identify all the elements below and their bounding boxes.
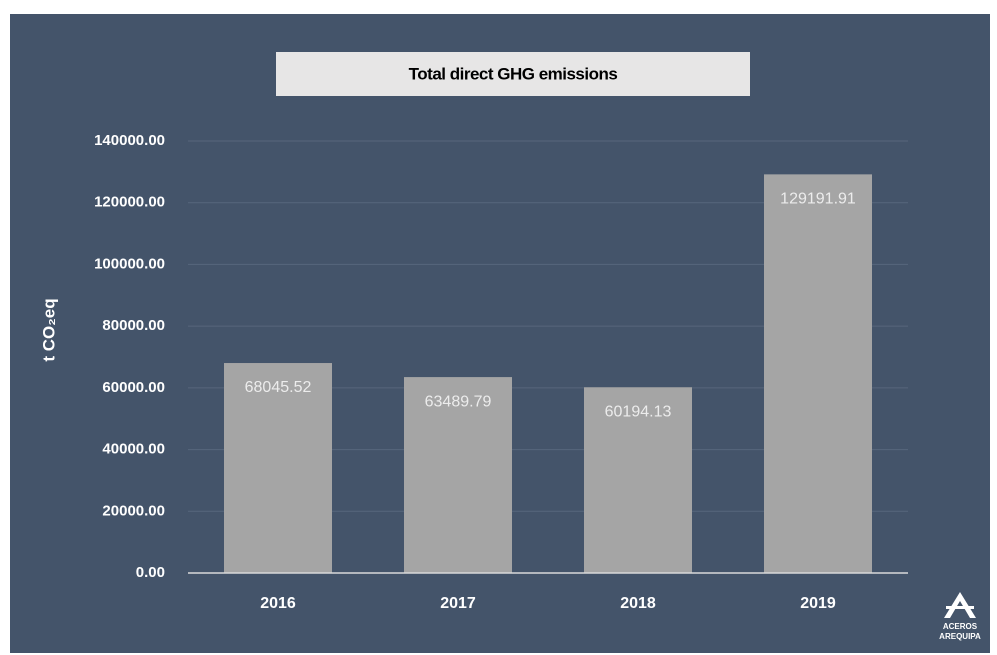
logo: ACEROS AREQUIPA (939, 592, 981, 641)
y-tick-label: 140000.00 (94, 132, 165, 149)
logo-text: ACEROS (943, 622, 978, 631)
logo-icon-bar (946, 606, 974, 609)
data-label: 68045.52 (245, 379, 312, 396)
x-tick-label: 2017 (440, 595, 476, 612)
y-axis-label: t CO₂eq (39, 298, 58, 361)
logo-icon (944, 592, 976, 618)
y-tick-label: 120000.00 (94, 194, 165, 211)
data-label: 129191.91 (780, 191, 856, 208)
y-tick-label: 40000.00 (102, 441, 165, 458)
bar (584, 387, 692, 573)
data-label: 60194.13 (605, 403, 672, 420)
x-tick-label: 2019 (800, 595, 836, 612)
logo-text: AREQUIPA (939, 632, 981, 641)
bar (404, 377, 512, 573)
data-label: 63489.79 (425, 393, 492, 410)
chart-title: Total direct GHG emissions (409, 64, 618, 83)
title-box (276, 52, 750, 96)
bar (764, 174, 872, 573)
y-tick-label: 0.00 (136, 564, 165, 581)
y-tick-label: 100000.00 (94, 255, 165, 272)
x-tick-label: 2018 (620, 595, 656, 612)
y-tick-label: 20000.00 (102, 502, 165, 519)
bar (224, 363, 332, 573)
x-tick-label: 2016 (260, 595, 296, 612)
y-tick-label: 60000.00 (102, 379, 165, 396)
y-tick-label: 80000.00 (102, 317, 165, 334)
